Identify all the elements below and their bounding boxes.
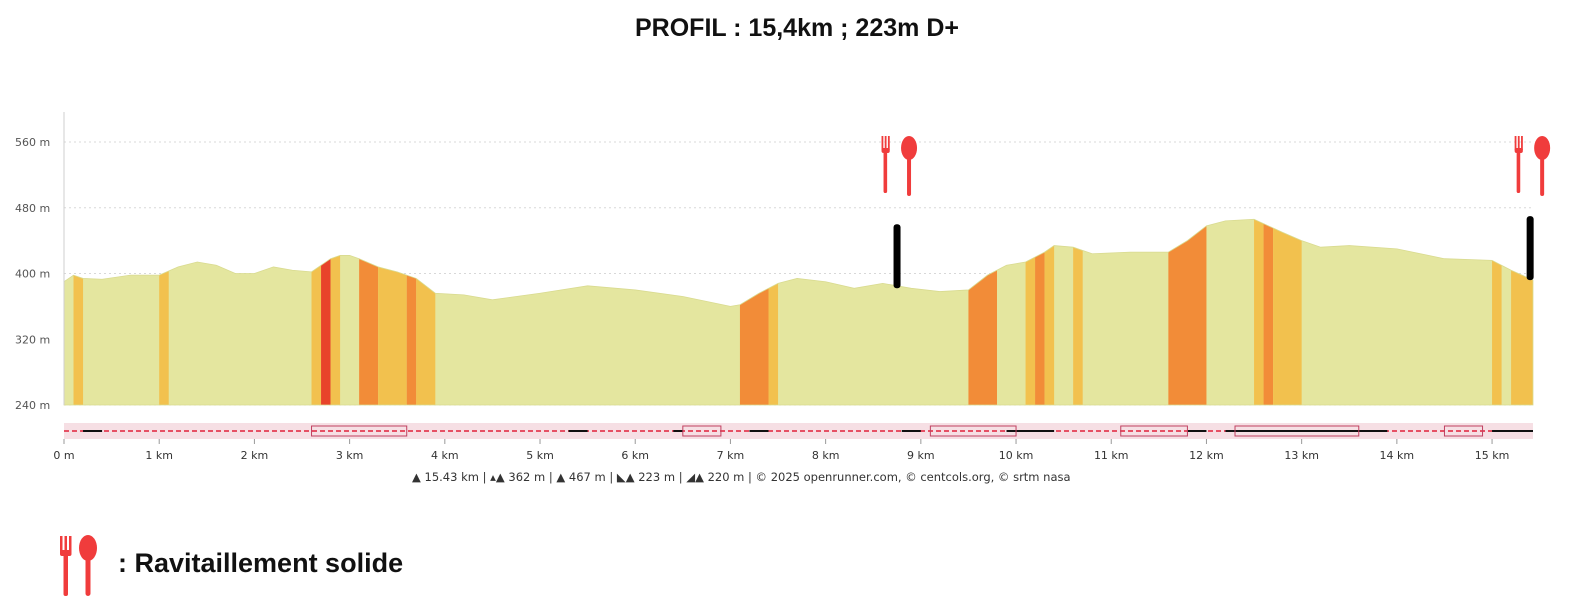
elevation-base-fill <box>64 219 1533 405</box>
stats-text: ▲ 15.43 km | ▴▲ 362 m | ▲ 467 m | ◣▲ 223… <box>412 470 1071 484</box>
y-tick-label: 560 m <box>15 136 50 149</box>
gradient-band <box>416 219 436 405</box>
gradient-band <box>1035 219 1045 405</box>
gradient-band <box>768 219 779 405</box>
gradient-band <box>73 219 84 405</box>
x-tick-label: 11 km <box>1094 449 1129 462</box>
fork-spoon-icon <box>1514 136 1551 196</box>
x-tick-label: 4 km <box>431 449 459 462</box>
path-segment <box>311 425 408 437</box>
marker-layer <box>881 136 1551 289</box>
gradient-band <box>1168 219 1207 405</box>
y-tick-label: 240 m <box>15 399 50 412</box>
gradient-band <box>1044 219 1055 405</box>
surface-strip-bg <box>64 423 1533 439</box>
path-segment <box>929 425 1017 437</box>
stats-line: ▲ 15.43 km | ▴▲ 362 m | ▲ 467 m | ◣▲ 223… <box>412 470 1071 484</box>
gradient-band <box>1263 219 1274 405</box>
gradient-band <box>1492 219 1502 405</box>
gradient-band <box>311 219 322 405</box>
fork-spoon-icon <box>881 136 918 196</box>
x-tick-label: 12 km <box>1189 449 1224 462</box>
y-tick-label: 480 m <box>15 202 50 215</box>
area-layer <box>63 218 1534 406</box>
y-tick-label: 400 m <box>15 268 50 281</box>
path-segment <box>682 425 722 437</box>
x-tick-label: 6 km <box>621 449 649 462</box>
gradient-band <box>1273 219 1302 405</box>
x-tick-label: 8 km <box>812 449 840 462</box>
x-tick-label: 14 km <box>1380 449 1415 462</box>
x-tick-label: 2 km <box>241 449 269 462</box>
path-segment <box>1443 425 1484 437</box>
x-tick-label: 13 km <box>1284 449 1319 462</box>
x-tick-label: 7 km <box>717 449 745 462</box>
gradient-band <box>1254 219 1264 405</box>
x-tick-label: 15 km <box>1475 449 1510 462</box>
axis-layer: 240 m 320 m 400 m 480 m 560 m 0 m 1 km 2 km 3 km… <box>15 112 1509 462</box>
fork-spoon-icon <box>52 530 102 605</box>
x-tick-label: 5 km <box>526 449 554 462</box>
gradient-band <box>1073 219 1083 405</box>
path-segment <box>1234 425 1360 437</box>
gradient-band <box>330 219 341 405</box>
x-tick-label: 9 km <box>907 449 935 462</box>
x-tick-label: 0 m <box>53 449 74 462</box>
ravitaillement-pin <box>1526 216 1534 281</box>
y-tick-label: 320 m <box>15 333 50 346</box>
gradient-band <box>321 219 331 405</box>
gradient-band <box>159 219 169 405</box>
x-tick-label: 10 km <box>999 449 1034 462</box>
gradient-band <box>739 219 769 405</box>
ravitaillement-pin <box>893 224 901 289</box>
gradient-band <box>968 219 998 405</box>
x-tick-label: 3 km <box>336 449 364 462</box>
elevation-line <box>63 218 1534 406</box>
legend-label: : Ravitaillement solide <box>118 548 404 578</box>
elevation-area <box>64 219 1533 405</box>
chart-title: PROFIL : 15,4km ; 223m D+ <box>635 14 959 42</box>
surface-strip <box>64 423 1533 439</box>
x-tick-label: 1 km <box>145 449 173 462</box>
path-segment <box>1120 425 1188 437</box>
gradient-band <box>378 219 407 405</box>
gradient-band <box>1025 219 1036 405</box>
gradient-band <box>359 219 379 405</box>
gradient-band <box>406 219 417 405</box>
